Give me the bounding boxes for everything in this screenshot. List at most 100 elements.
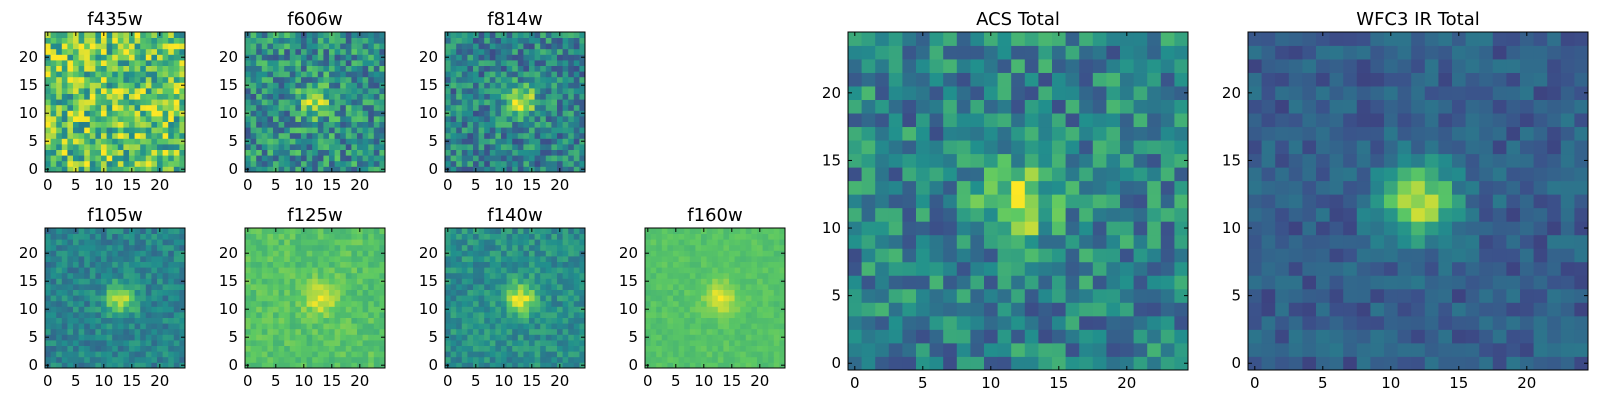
heatmap-cell — [162, 60, 169, 66]
heatmap-cell — [373, 306, 380, 313]
heatmap-cell — [179, 289, 186, 296]
heatmap-cell — [340, 43, 347, 50]
x-tick-label: 10 — [94, 372, 113, 390]
heatmap-cell — [656, 256, 663, 262]
heatmap-cell — [495, 356, 502, 363]
heatmap-cell — [501, 37, 507, 44]
heatmap-cell — [956, 180, 971, 195]
heatmap-cell — [450, 351, 457, 358]
heatmap-cell — [162, 48, 169, 55]
heatmap-cell — [523, 362, 530, 369]
heatmap-cell — [351, 43, 358, 50]
heatmap-cell — [706, 272, 713, 279]
heatmap-cell — [50, 32, 57, 38]
heatmap-cell — [162, 228, 169, 234]
heatmap-cell — [256, 110, 263, 117]
heatmap-cell — [45, 256, 51, 262]
heatmap-cell — [461, 272, 468, 279]
heatmap-cell — [45, 121, 51, 128]
heatmap-cell — [267, 54, 274, 61]
heatmap-cell — [73, 43, 79, 50]
heatmap-cell — [312, 272, 319, 279]
heatmap-cell — [267, 345, 274, 352]
heatmap-cell — [362, 272, 369, 279]
heatmap-cell — [501, 99, 507, 106]
heatmap-cell — [461, 160, 468, 167]
heatmap-cell — [1120, 329, 1134, 344]
heatmap-cell — [362, 93, 369, 100]
heatmap-cell — [762, 289, 769, 296]
heatmap-cell — [123, 233, 130, 240]
heatmap-cell — [250, 356, 257, 363]
heatmap-cell — [540, 289, 547, 296]
heatmap-cell — [340, 356, 347, 363]
heatmap-cell — [334, 351, 341, 358]
heatmap-cell — [95, 132, 102, 139]
heatmap-cell — [245, 345, 251, 352]
heatmap-cell — [45, 351, 51, 358]
heatmap-cell — [373, 160, 380, 167]
heatmap-cell — [157, 261, 163, 268]
heatmap-cell — [929, 275, 944, 290]
heatmap-cell — [579, 256, 586, 262]
heatmap-cell — [861, 221, 876, 236]
heatmap-cell — [450, 250, 457, 257]
heatmap-cell — [162, 323, 169, 330]
heatmap-cell — [368, 76, 375, 83]
heatmap-cell — [1038, 167, 1053, 182]
heatmap-cell — [684, 272, 691, 279]
heatmap-cell — [151, 37, 158, 44]
heatmap-cell — [562, 166, 569, 173]
heatmap-cell — [334, 127, 341, 134]
heatmap-cell — [357, 110, 363, 117]
heatmap-cell — [50, 149, 57, 156]
heatmap-cell — [89, 261, 96, 268]
heatmap-cell — [489, 37, 496, 44]
heatmap-cell — [173, 54, 180, 61]
heatmap-cell — [551, 233, 558, 240]
heatmap-cell — [61, 356, 68, 363]
heatmap-cell — [78, 267, 85, 274]
heatmap-cell — [540, 60, 547, 66]
heatmap-cell — [101, 43, 107, 50]
heatmap-cell — [684, 289, 691, 296]
heatmap-cell — [1011, 275, 1026, 290]
heatmap-cell — [67, 71, 74, 78]
heatmap-cell — [661, 244, 668, 251]
heatmap-cell — [117, 76, 124, 83]
heatmap-cell — [1160, 194, 1175, 209]
heatmap-cell — [489, 132, 496, 139]
heatmap-cell — [1160, 288, 1175, 303]
heatmap-cell — [712, 306, 719, 313]
heatmap-cell — [523, 233, 530, 240]
heatmap-cell — [717, 250, 724, 257]
heatmap-cell — [345, 284, 352, 290]
heatmap-cell — [745, 306, 752, 313]
heatmap-cell — [168, 149, 175, 156]
heatmap-cell — [656, 272, 663, 279]
heatmap-cell — [106, 228, 113, 234]
heatmap-cell — [123, 228, 130, 234]
heatmap-cell — [456, 54, 463, 61]
heatmap-cell — [245, 88, 251, 94]
heatmap-cell — [712, 323, 719, 330]
heatmap-cell — [323, 334, 330, 341]
heatmap-cell — [123, 43, 130, 50]
heatmap-cell — [673, 340, 679, 346]
heatmap-cell — [673, 334, 679, 341]
heatmap-cell — [56, 138, 63, 145]
heatmap-cell — [861, 234, 876, 249]
heatmap-cell — [117, 362, 124, 369]
heatmap-cell — [478, 306, 485, 313]
heatmap-cell — [717, 289, 724, 296]
heatmap-cell — [329, 99, 335, 106]
heatmap-cell — [551, 138, 558, 145]
heatmap-cell — [173, 256, 180, 262]
heatmap-cell — [289, 233, 296, 240]
heatmap-cell — [656, 317, 663, 324]
heatmap-cell — [1011, 221, 1026, 236]
heatmap-cell — [256, 323, 263, 330]
heatmap-cell — [729, 345, 735, 352]
heatmap-cell — [289, 261, 296, 268]
heatmap-cell — [50, 93, 57, 100]
